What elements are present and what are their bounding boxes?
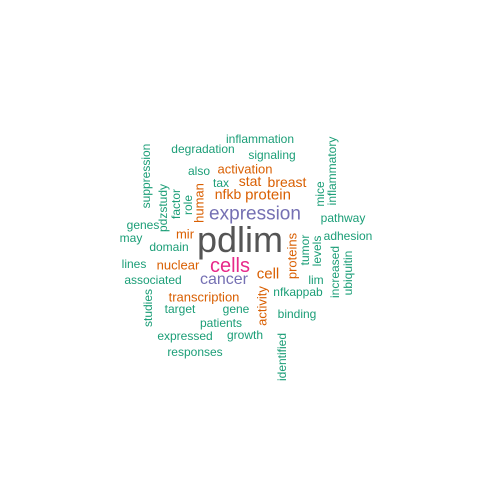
word-nuclear: nuclear [156, 257, 200, 273]
word-gene: gene [222, 302, 250, 316]
word-suppression: suppression [139, 143, 153, 209]
word-cancer: cancer [199, 271, 249, 288]
word-inflammation: inflammation [225, 132, 295, 146]
word-stat: stat [238, 173, 262, 189]
word-may: may [119, 231, 143, 245]
word-cells: cells [209, 255, 251, 277]
word-growth: growth [226, 328, 264, 342]
word-levels: levels [310, 235, 324, 267]
word-breast: breast [267, 174, 307, 190]
word-signaling: signaling [248, 148, 296, 162]
word-ubiquitin: ubiquitin [341, 250, 355, 296]
word-increased: increased [328, 245, 342, 299]
word-also: also [187, 164, 211, 178]
word-mice: mice [313, 181, 327, 207]
word-binding: binding [277, 307, 317, 321]
word-transcription: transcription [168, 289, 240, 305]
word-activation: activation [217, 161, 273, 177]
word-nfkappab: nfkappab [273, 285, 323, 299]
word-tax: tax [212, 176, 230, 190]
word-degradation: degradation [171, 142, 235, 156]
word-domain: domain [149, 240, 189, 254]
word-role: role [181, 194, 195, 216]
word-adhesion: adhesion [323, 229, 373, 243]
word-genes: genes [126, 218, 160, 232]
word-lines: lines [121, 257, 147, 271]
word-responses: responses [167, 345, 223, 359]
word-expressed: expressed [157, 329, 213, 343]
word-target: target [164, 302, 196, 316]
word-associated: associated [124, 273, 182, 287]
word-expression: expression [209, 203, 301, 225]
word-pathway: pathway [320, 211, 366, 225]
word-activity: activity [254, 286, 270, 326]
word-patients: patients [199, 316, 243, 330]
word-protein: protein [245, 186, 291, 204]
word-proteins: proteins [284, 232, 300, 280]
word-identified: identified [275, 332, 289, 382]
word-mir: mir [175, 226, 195, 242]
word-studies: studies [141, 288, 155, 328]
word-nfkb: nfkb [214, 186, 242, 202]
word-pdlim: pdlim [196, 219, 284, 260]
word-lim: lim [308, 273, 324, 287]
word-inflammatory: inflammatory [325, 136, 339, 206]
word-cell: cell [256, 265, 280, 283]
